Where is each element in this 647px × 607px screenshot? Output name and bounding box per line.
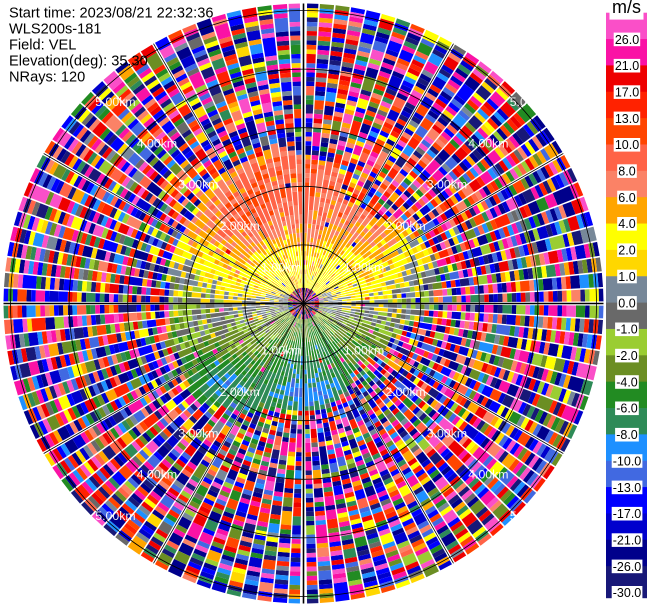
svg-text:-4.0: -4.0 [616,375,638,389]
svg-text:1.00km: 1.00km [344,343,384,357]
svg-text:3.00km: 3.00km [178,426,218,440]
svg-text:1.00km: 1.00km [344,261,384,275]
svg-text:Start time: 2023/08/21 22:32:3: Start time: 2023/08/21 22:32:36 [9,5,213,21]
svg-text:Elevation(deg): 35.30: Elevation(deg): 35.30 [9,53,148,69]
svg-text:4.00km: 4.00km [468,136,508,150]
svg-text:17.0: 17.0 [615,86,639,100]
svg-text:-21.0: -21.0 [613,534,642,548]
svg-text:-10.0: -10.0 [613,454,642,468]
svg-text:4.00km: 4.00km [137,136,177,150]
svg-text:4.00km: 4.00km [137,468,177,482]
svg-text:10.0: 10.0 [615,138,639,152]
svg-text:-30.0: -30.0 [613,586,642,600]
svg-text:3.00km: 3.00km [427,178,467,192]
svg-text:5.00km: 5.00km [510,95,550,109]
svg-text:WLS200s-181: WLS200s-181 [9,21,101,37]
svg-text:2.00km: 2.00km [220,385,260,399]
svg-text:m/s: m/s [612,0,641,17]
svg-text:26.0: 26.0 [615,33,639,47]
svg-text:5.00km: 5.00km [95,95,135,109]
svg-text:1.00km: 1.00km [261,343,301,357]
svg-text:1.0: 1.0 [618,270,635,284]
svg-text:-13.0: -13.0 [613,481,642,495]
svg-text:2.00km: 2.00km [385,385,425,399]
svg-text:-1.0: -1.0 [616,323,638,337]
svg-text:8.0: 8.0 [618,165,635,179]
svg-text:21.0: 21.0 [615,59,639,73]
svg-text:3.00km: 3.00km [178,178,218,192]
svg-text:NRays: 120: NRays: 120 [9,69,85,85]
svg-text:0.0: 0.0 [618,296,635,310]
svg-text:2.00km: 2.00km [385,219,425,233]
svg-text:2.0: 2.0 [618,244,635,258]
svg-text:-26.0: -26.0 [613,560,642,574]
svg-text:-17.0: -17.0 [613,507,642,521]
svg-text:-8.0: -8.0 [616,428,638,442]
svg-text:2.00km: 2.00km [220,219,260,233]
svg-text:-6.0: -6.0 [616,402,638,416]
svg-text:5.00km: 5.00km [95,509,135,523]
svg-text:4.0: 4.0 [618,217,635,231]
svg-text:6.0: 6.0 [618,191,635,205]
svg-text:3.00km: 3.00km [427,426,467,440]
svg-text:-2.0: -2.0 [616,349,638,363]
svg-text:5.00km: 5.00km [510,509,550,523]
svg-text:1.00km: 1.00km [261,261,301,275]
svg-text:4.00km: 4.00km [468,468,508,482]
svg-text:13.0: 13.0 [615,112,639,126]
svg-text:Field: VEL: Field: VEL [9,37,76,53]
